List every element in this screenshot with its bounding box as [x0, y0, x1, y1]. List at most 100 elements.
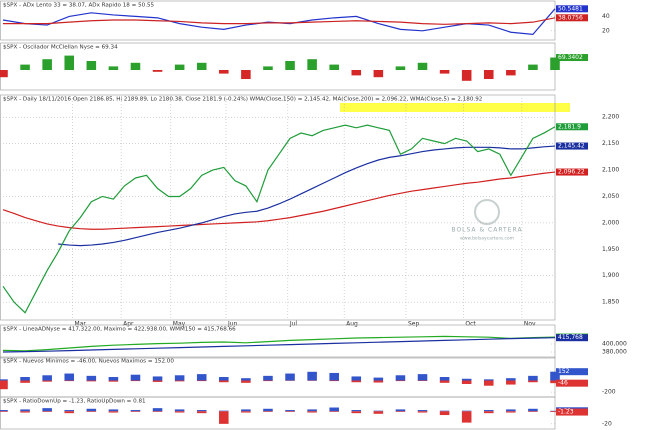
panel-title: $SPX - Nuevos Minimos = -46.00, Nuevos M… [3, 359, 174, 365]
bar [483, 70, 494, 79]
bar [0, 410, 8, 412]
bar [174, 380, 185, 382]
bar [64, 55, 75, 70]
panel-title: $SPX - RatioDownUp = -1.23, RatioUpDown … [3, 399, 146, 405]
bar [241, 380, 251, 383]
value-label: 415,768 [558, 334, 583, 341]
bar [461, 70, 472, 81]
bar [42, 59, 52, 70]
bar [20, 377, 30, 381]
value-box [556, 14, 588, 22]
bar [528, 408, 538, 412]
bar [263, 408, 273, 412]
value-box [556, 123, 588, 131]
x-tick-label: Jun [227, 321, 238, 328]
bar [483, 410, 494, 412]
x-tick-label: May [173, 321, 186, 328]
bar [461, 411, 472, 423]
bar [174, 411, 185, 413]
bar [152, 376, 163, 381]
bar [373, 377, 384, 381]
bar [395, 409, 406, 412]
bar [0, 379, 8, 381]
value-label: 2,145.42 [558, 143, 585, 150]
bar [373, 70, 384, 78]
bar [285, 61, 295, 70]
bar [86, 375, 97, 381]
bar [64, 373, 75, 381]
bar [417, 410, 428, 412]
bar [439, 410, 450, 412]
panel-title: $SPX - ADx Lento 33 = 38.07, ADx Rapido … [3, 3, 155, 9]
highlight-band [340, 103, 570, 112]
bar [196, 410, 207, 412]
panel-frame [0, 94, 556, 321]
y-tick-label: 1,900 [602, 272, 619, 279]
bar [174, 64, 185, 70]
bar [373, 410, 384, 412]
bar [307, 371, 317, 381]
bar [108, 377, 119, 381]
bar [528, 411, 538, 412]
x-tick-label: Sep [408, 321, 420, 328]
value-label: 50.5481 [558, 5, 583, 12]
panel-title: $SPX - Daily 18/11/2016 Open 2186.85, Hi… [3, 97, 482, 103]
bar [0, 70, 8, 78]
bar [329, 407, 339, 412]
y-tick-label: 20 [602, 27, 610, 34]
bar [86, 408, 97, 412]
bar [196, 411, 207, 414]
value-label: 2,096.22 [558, 169, 585, 176]
watermark: www.bolsaycartera.com [460, 236, 514, 242]
bar [285, 373, 295, 381]
bar [241, 70, 251, 79]
bar [550, 411, 560, 413]
bar [219, 411, 229, 424]
watermark-logo [474, 199, 500, 225]
bar [506, 411, 516, 413]
bar [263, 411, 273, 412]
panel-frame [0, 324, 556, 359]
series-line [2, 337, 556, 353]
bar [506, 409, 516, 412]
bar [20, 64, 30, 70]
bar [241, 409, 251, 412]
x-tick-label: Jul [289, 321, 298, 328]
bar [506, 70, 516, 76]
bar [307, 411, 317, 413]
bar [307, 409, 317, 412]
bar [42, 408, 52, 412]
bar [64, 411, 75, 414]
bar [196, 62, 207, 70]
bar [42, 380, 52, 382]
x-tick-label: Apr [123, 321, 134, 328]
bar [307, 59, 317, 70]
series-line [3, 17, 556, 25]
bar [20, 409, 30, 412]
value-label: -46 [558, 380, 568, 387]
bar [0, 411, 8, 412]
bar [241, 411, 251, 413]
bar [417, 374, 428, 381]
bar [108, 409, 119, 412]
value-label: 152 [558, 368, 570, 375]
panel-frame [0, 0, 556, 41]
x-tick-label: Nov [524, 321, 536, 328]
bar [550, 410, 560, 412]
bar [351, 411, 362, 414]
bar [329, 64, 339, 70]
bar [373, 380, 384, 383]
bar [152, 380, 163, 382]
bar [108, 380, 119, 382]
bar [528, 375, 538, 381]
bar [351, 380, 362, 383]
bar [86, 411, 97, 412]
bar [329, 411, 339, 412]
panel-frame [0, 396, 556, 430]
bar [86, 61, 97, 70]
x-tick-label: Aug [346, 321, 358, 328]
value-box [556, 334, 588, 342]
bar [241, 378, 251, 381]
value-label: 2,181.9 [558, 123, 581, 130]
